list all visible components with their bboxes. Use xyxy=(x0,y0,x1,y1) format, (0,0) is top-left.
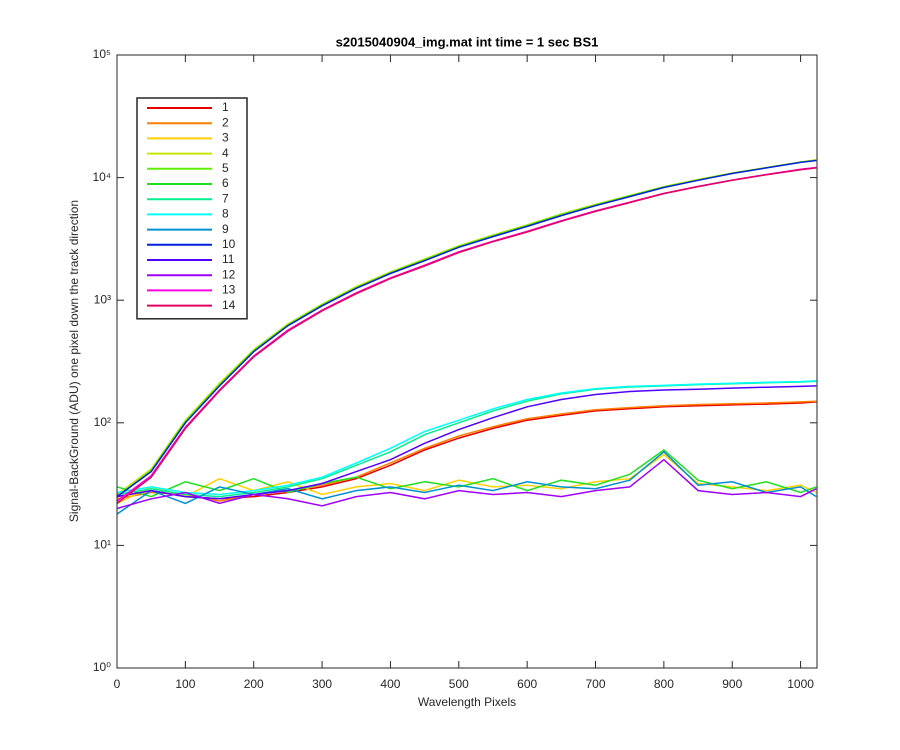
x-tick-label: 200 xyxy=(244,677,264,691)
legend-label: 2 xyxy=(222,115,229,129)
legend-label: 7 xyxy=(222,191,229,205)
x-tick-label: 0 xyxy=(114,677,121,691)
y-tick-label: 10¹ xyxy=(94,538,111,552)
legend-label: 1 xyxy=(222,100,229,114)
legend-label: 9 xyxy=(222,222,229,236)
y-tick-label: 10⁴ xyxy=(92,170,111,184)
legend-box xyxy=(136,97,248,320)
legend-label: 13 xyxy=(222,283,236,297)
y-tick-label: 10⁵ xyxy=(93,47,111,61)
legend-label: 6 xyxy=(222,176,229,190)
legend-label: 5 xyxy=(222,161,229,175)
series-line xyxy=(116,450,817,515)
x-tick-label: 600 xyxy=(517,677,537,691)
x-tick-label: 1000 xyxy=(787,677,814,691)
y-tick-label: 10² xyxy=(94,415,111,429)
legend-label: 11 xyxy=(222,252,235,266)
x-tick-label: 400 xyxy=(380,677,400,691)
legend-label: 3 xyxy=(222,131,229,145)
legend-label: 12 xyxy=(222,267,236,281)
x-tick-label: 100 xyxy=(175,677,195,691)
series-line xyxy=(116,400,817,502)
x-tick-label: 500 xyxy=(449,677,469,691)
x-tick-label: 900 xyxy=(722,677,742,691)
axes-box xyxy=(116,54,818,669)
legend-label: 8 xyxy=(222,207,229,221)
x-tick-label: 700 xyxy=(586,677,606,691)
y-tick-label: 10³ xyxy=(94,292,111,306)
series-line xyxy=(116,449,817,498)
series-line xyxy=(116,385,817,500)
legend-label: 14 xyxy=(222,298,236,312)
chart-title: s2015040904_img.mat int time = 1 sec BS1 xyxy=(336,34,599,49)
series-line xyxy=(116,458,817,510)
x-tick-label: 300 xyxy=(312,677,332,691)
legend-label: 10 xyxy=(222,237,236,251)
series-line xyxy=(116,167,817,504)
series-line xyxy=(116,159,817,498)
y-tick-label: 10⁰ xyxy=(93,660,111,674)
legend-label: 4 xyxy=(222,146,229,160)
series-line xyxy=(116,380,817,496)
y-axis-label: Signal-BackGround (ADU) one pixel down t… xyxy=(67,200,81,522)
x-tick-label: 800 xyxy=(654,677,674,691)
x-axis-label: Wavelength Pixels xyxy=(418,695,516,709)
